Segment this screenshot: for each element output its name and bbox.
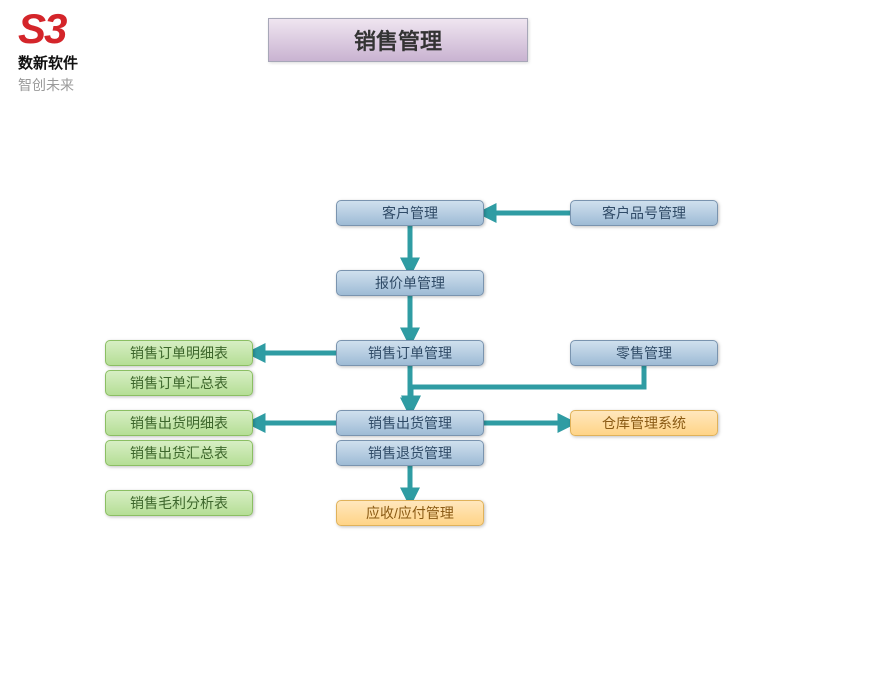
logo-company: 数新软件 (18, 52, 128, 73)
flow-node-label: 销售退货管理 (368, 443, 452, 463)
flow-node-quote_mgmt: 报价单管理 (336, 270, 484, 296)
flow-node-label: 报价单管理 (375, 273, 445, 293)
flow-node-so_sum_rpt: 销售订单汇总表 (105, 370, 253, 396)
flow-node-wms: 仓库管理系统 (570, 410, 718, 436)
flow-node-label: 销售出货汇总表 (130, 443, 228, 463)
flow-node-label: 销售毛利分析表 (130, 493, 228, 513)
flow-node-label: 销售订单管理 (368, 343, 452, 363)
flow-node-label: 应收/应付管理 (366, 503, 454, 523)
flow-node-arap: 应收/应付管理 (336, 500, 484, 526)
flow-node-ship_detail_rpt: 销售出货明细表 (105, 410, 253, 436)
flow-node-label: 零售管理 (616, 343, 672, 363)
flow-node-cust_part_mgmt: 客户品号管理 (570, 200, 718, 226)
flow-node-sales_order_mgmt: 销售订单管理 (336, 340, 484, 366)
flow-node-label: 销售订单明细表 (130, 343, 228, 363)
diagram-title: 销售管理 (268, 18, 528, 62)
flow-node-label: 仓库管理系统 (602, 413, 686, 433)
flow-node-label: 销售出货明细表 (130, 413, 228, 433)
flow-arrow (411, 366, 644, 408)
flow-node-sales_ret_mgmt: 销售退货管理 (336, 440, 484, 466)
flow-node-label: 客户管理 (382, 203, 438, 223)
flow-node-retail_mgmt: 零售管理 (570, 340, 718, 366)
flow-node-so_detail_rpt: 销售订单明细表 (105, 340, 253, 366)
logo-brand: S3 (18, 8, 128, 50)
flow-node-label: 销售出货管理 (368, 413, 452, 433)
flow-node-sales_ship_mgmt: 销售出货管理 (336, 410, 484, 436)
flow-node-label: 销售订单汇总表 (130, 373, 228, 393)
flow-node-label: 客户品号管理 (602, 203, 686, 223)
logo-block: S3 数新软件 智创未来 (18, 8, 128, 95)
flow-node-cust_mgmt: 客户管理 (336, 200, 484, 226)
flow-node-ship_sum_rpt: 销售出货汇总表 (105, 440, 253, 466)
flow-node-gp_rpt: 销售毛利分析表 (105, 490, 253, 516)
diagram-title-text: 销售管理 (354, 24, 442, 56)
logo-slogan: 智创未来 (18, 75, 128, 95)
